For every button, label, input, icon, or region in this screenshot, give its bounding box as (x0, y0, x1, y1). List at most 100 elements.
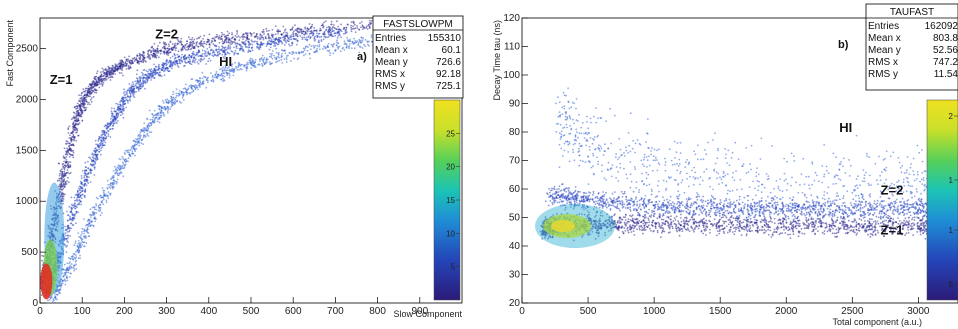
density-point (303, 55, 305, 57)
density-point (180, 102, 182, 104)
density-point (333, 24, 335, 26)
density-point (273, 42, 275, 44)
density-point (237, 43, 239, 45)
density-point (111, 183, 113, 185)
density-point (72, 157, 74, 159)
density-point (126, 65, 128, 67)
density-point (151, 122, 153, 124)
density-point (252, 65, 254, 67)
density-point (106, 76, 108, 78)
density-point (121, 69, 123, 71)
density-point (61, 171, 63, 173)
density-point (201, 53, 203, 55)
density-point (88, 176, 90, 178)
density-point (87, 168, 89, 170)
density-point (63, 161, 65, 163)
density-point (371, 34, 373, 36)
density-point (138, 89, 140, 91)
density-point (242, 38, 244, 40)
density-point (345, 47, 347, 49)
density-point (129, 96, 131, 98)
density-point (83, 107, 85, 109)
density-point (137, 60, 139, 62)
density-point (74, 112, 76, 114)
density-point (155, 73, 157, 75)
density-point (124, 100, 126, 102)
density-point (251, 58, 253, 60)
density-point (199, 77, 201, 79)
density-point (163, 52, 165, 54)
density-point (363, 44, 365, 46)
density-point (178, 66, 180, 68)
density-point (95, 203, 97, 205)
density-point (190, 45, 192, 47)
density-point (107, 180, 109, 182)
density-point (189, 59, 191, 61)
density-point (80, 237, 82, 239)
density-point (301, 51, 303, 53)
density-point (174, 43, 176, 45)
density-point (340, 50, 342, 52)
density-point (111, 110, 113, 112)
density-point (139, 77, 141, 79)
density-point (238, 35, 240, 37)
density-point (98, 87, 100, 89)
density-point (72, 131, 74, 133)
density-point (98, 209, 100, 211)
density-point (77, 245, 79, 247)
density-point (129, 100, 131, 102)
density-point (104, 131, 106, 133)
density-point (192, 37, 194, 39)
density-point (291, 29, 293, 31)
density-point (64, 148, 66, 150)
density-point (149, 110, 151, 112)
density-point (275, 25, 277, 27)
density-point (105, 124, 107, 126)
density-point (80, 102, 82, 104)
density-point (314, 30, 316, 32)
density-point (362, 24, 364, 26)
density-point (112, 119, 114, 121)
density-point (113, 182, 115, 184)
density-point (56, 299, 58, 301)
density-point (355, 27, 357, 29)
density-point (124, 104, 126, 106)
density-point (122, 162, 124, 164)
density-point (208, 58, 210, 60)
density-point (112, 188, 114, 190)
density-point (144, 88, 146, 90)
density-point (213, 43, 215, 45)
density-point (176, 95, 178, 97)
density-point (83, 185, 85, 187)
density-point (193, 51, 195, 53)
density-point (289, 39, 291, 41)
density-point (132, 62, 134, 64)
density-point (134, 92, 136, 94)
density-point (141, 77, 143, 79)
density-point (288, 44, 290, 46)
density-point (313, 27, 315, 29)
density-point (149, 131, 151, 133)
density-point (78, 188, 80, 190)
density-point (125, 158, 127, 160)
density-point (113, 180, 115, 182)
density-point (91, 161, 93, 163)
density-point (151, 131, 153, 133)
density-point (97, 153, 99, 155)
density-point (115, 119, 117, 121)
density-point (158, 69, 160, 71)
density-point (233, 75, 235, 77)
density-point (95, 140, 97, 142)
density-point (67, 214, 69, 216)
density-point (176, 88, 178, 90)
density-point (126, 92, 128, 94)
density-point (77, 191, 79, 193)
density-point (296, 35, 298, 37)
density-point (202, 50, 204, 52)
density-point (313, 47, 315, 49)
density-point (271, 62, 273, 64)
density-point (327, 50, 329, 52)
density-point (250, 58, 252, 60)
density-point (65, 181, 67, 183)
density-point (90, 181, 92, 183)
